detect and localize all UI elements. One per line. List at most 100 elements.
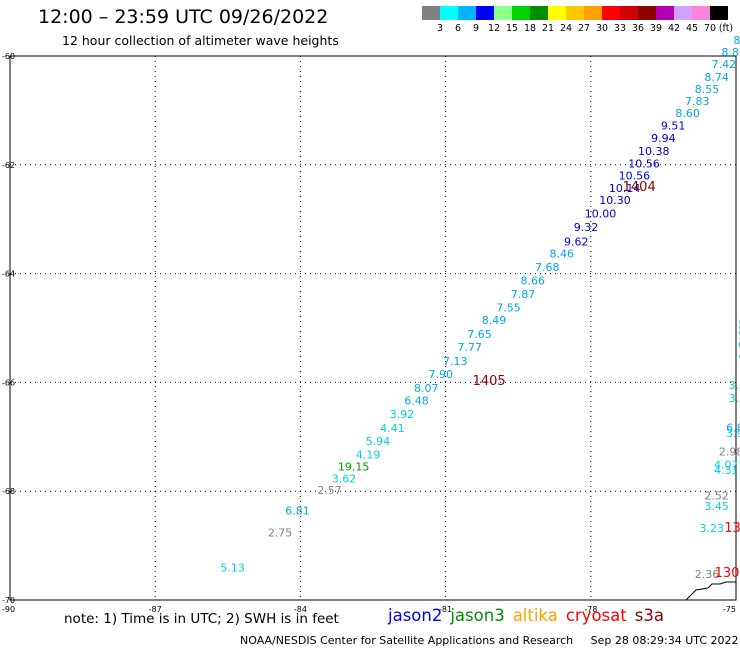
data-points: 5.132.756.812.573.6219.154.195.944.413.9…	[220, 34, 740, 581]
legend-entry-jason3: jason3	[450, 606, 505, 625]
swh-point-label: 9.32	[574, 221, 599, 234]
swh-point-label: 3.92	[390, 408, 415, 421]
swh-point-label: 3.29	[729, 392, 740, 405]
x-tick-label: -75	[723, 605, 736, 614]
colorbar-cell	[422, 6, 440, 20]
swh-point-label: 9.94	[651, 132, 676, 145]
track-annotations: 1404140511313130213021302130213031303130…	[473, 180, 740, 581]
colorbar-cell	[566, 6, 584, 20]
swh-point-label: 4.82	[738, 350, 740, 363]
colorbar-label: 39	[650, 23, 662, 34]
colorbar-label: 70	[704, 23, 716, 34]
colorbar-cell	[620, 6, 638, 20]
chart-subtitle: 12 hour collection of altimeter wave hei…	[62, 33, 339, 48]
swh-point-label: 8.07	[414, 382, 439, 395]
colorbar-label: 42	[668, 23, 680, 34]
track-time-label: 1304	[724, 521, 740, 536]
colorbar-cell	[530, 6, 548, 20]
chart-title: 12:00 – 23:59 UTC 09/26/2022	[38, 6, 329, 28]
satellite-legend: jason2 jason3 altika cryosat s3a	[388, 606, 672, 625]
swh-point-label: 2.98	[719, 445, 740, 458]
colorbar-cell	[674, 6, 692, 20]
swh-point-label: 2.57	[317, 484, 342, 497]
swh-point-label: 3.90	[726, 427, 740, 440]
legend-entry-cryosat: cryosat	[565, 606, 627, 625]
y-tick-label: -62	[2, 161, 15, 170]
swh-point-label: 9.62	[564, 235, 589, 248]
y-tick-label: -64	[2, 270, 15, 279]
colorbar-cell	[584, 6, 602, 20]
swh-point-label: 4.41	[380, 422, 405, 435]
colorbar-label: 3	[437, 23, 443, 34]
track-time-label: 1303	[739, 423, 740, 438]
colorbar-cell	[692, 6, 710, 20]
colorbar-cell	[512, 6, 530, 20]
colorbar-label: 36	[632, 23, 644, 34]
legend-entry-altika: altika	[512, 606, 558, 625]
credit-line: NOAA/NESDIS Center for Satellite Applica…	[240, 634, 739, 647]
colorbar-label: 30	[596, 23, 608, 34]
colorbar-cell	[602, 6, 620, 20]
colorbar-cell	[494, 6, 512, 20]
colorbar-cell	[710, 6, 728, 20]
swh-point-label: 9.51	[661, 119, 686, 132]
colorbar-label: 24	[560, 23, 572, 34]
colorbar-cell	[458, 6, 476, 20]
swh-point-label: 5.74	[738, 318, 740, 331]
coastline	[685, 581, 736, 601]
swh-point-label: 4.19	[356, 449, 381, 462]
colorbar-unit: (ft)	[719, 23, 733, 34]
grid	[10, 56, 736, 600]
swh-point-label: 3.45	[704, 500, 729, 513]
swh-point-label: 10.00	[585, 208, 617, 221]
swh-point-label: 6.94	[738, 339, 740, 352]
swh-point-label: 8.49	[482, 314, 507, 327]
colorbar-label: 15	[506, 23, 518, 34]
colorbar-label: 12	[488, 23, 500, 34]
swh-point-label: 10.30	[599, 194, 631, 207]
track-time-label: 1404	[623, 180, 656, 195]
colorbar-label: 27	[578, 23, 590, 34]
swh-point-label: 7.68	[535, 261, 560, 274]
swh-point-label: 2.52	[704, 489, 729, 502]
track-time-label: 1304	[715, 566, 740, 581]
swh-point-label: 6.81	[285, 505, 310, 518]
swh-point-label: 7.87	[511, 288, 536, 301]
y-tick-label: -60	[2, 52, 15, 61]
colorbar-label: 33	[614, 23, 626, 34]
colorbar-label: 9	[473, 23, 479, 34]
x-tick-label: -90	[2, 605, 15, 614]
colorbar: 3 6 9 12 15 18 21 24 27 30 33 36 39 42 45 70 (ft)	[422, 6, 733, 34]
y-tick-label: -70	[2, 596, 15, 605]
legend-entry-s3a: s3a	[634, 606, 664, 625]
swh-point-label: 2.75	[268, 526, 293, 539]
swh-point-label: 7.90	[429, 368, 454, 381]
plot-frame	[9, 55, 737, 601]
colorbar-cell	[440, 6, 458, 20]
swh-point-label: 5.13	[220, 562, 245, 575]
swh-point-label: 8.66	[520, 274, 545, 287]
swh-point-label: 7.55	[496, 302, 521, 315]
colorbar-label: 6	[455, 23, 461, 34]
swh-point-label: 6.48	[404, 395, 429, 408]
colorbar-label: 21	[542, 23, 554, 34]
swh-point-label: 7.83	[685, 95, 710, 108]
swh-point-label: 7.42	[712, 58, 737, 71]
swh-point-label: 7.77	[458, 341, 483, 354]
colorbar-cell	[476, 6, 494, 20]
swh-point-label: 3.23	[700, 522, 725, 535]
swh-point-label: 3.11	[729, 379, 740, 392]
y-tick-label: -66	[2, 378, 15, 387]
swh-point-label: 10.14	[609, 182, 641, 195]
swh-point-label: 7.13	[443, 355, 468, 368]
colorbar-cell	[638, 6, 656, 20]
colorbar-cell	[548, 6, 566, 20]
swh-point-label: 5.36	[738, 323, 740, 336]
swh-point-label: 8.60	[675, 107, 700, 120]
swh-point-label: 7.65	[467, 328, 492, 341]
swh-point-label: 8.74	[704, 71, 729, 84]
x-tick-label: -87	[149, 605, 162, 614]
colorbar-label: 18	[524, 23, 536, 34]
swh-point-label: 8.62	[733, 34, 740, 47]
